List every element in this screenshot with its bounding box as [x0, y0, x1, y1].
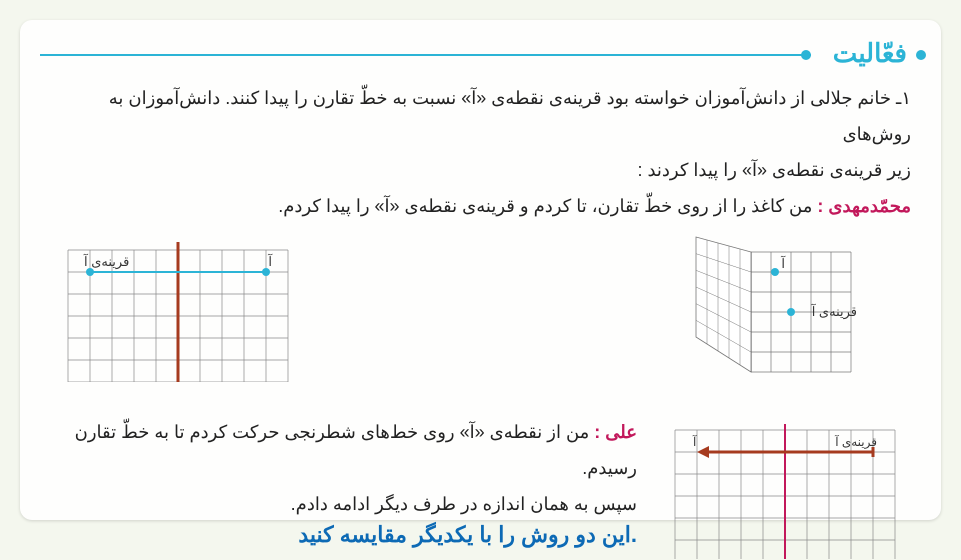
content-body: ۱ـ خانم جلالی از دانش‌آموزان خواسته بود …: [50, 80, 911, 500]
figure-arrow-grid: قرینه‌ی آ آ: [661, 414, 911, 559]
ali-line-2: سپس به همان اندازه در طرف دیگر ادامه داد…: [50, 486, 637, 522]
figure-symmetry-grid: آ قرینه‌ی آ: [50, 232, 310, 382]
mohammadmehdi-text: من کاغذ را از روی خطّ تقارن، تا کردم و ق…: [278, 196, 812, 216]
header-dot-right: [916, 50, 926, 60]
svg-text:آ: آ: [780, 255, 786, 271]
header-line: [40, 54, 811, 56]
svg-text:قرینه‌ی آ: قرینه‌ی آ: [83, 253, 129, 270]
ali-label: علی :: [589, 422, 637, 442]
page-card: فعّالیت ۱ـ خانم جلالی از دانش‌آموزان خوا…: [20, 20, 941, 520]
ali-text-block: علی : من از نقطه‌ی «آ» روی خط‌های شطرنجی…: [50, 414, 637, 548]
svg-text:قرینه‌ی آ: قرینه‌ی آ: [834, 434, 877, 449]
svg-text:قرینه‌ی آ: قرینه‌ی آ: [811, 303, 857, 320]
mohammadmehdi-label: محمّدمهدی :: [812, 196, 911, 216]
paragraph-1: ۱ـ خانم جلالی از دانش‌آموزان خواسته بود …: [50, 80, 911, 152]
bottom-row: علی : من از نقطه‌ی «آ» روی خط‌های شطرنجی…: [50, 414, 911, 559]
figures-row-1: آ قرینه‌ی آ آ قرینه‌ی آ: [50, 232, 911, 392]
figure-folded-paper: آ قرینه‌ی آ: [681, 232, 911, 392]
compare-question: .این دو روش را با یکدیگر مقایسه کنید: [50, 522, 637, 548]
svg-text:آ: آ: [267, 253, 273, 269]
ali-line-1: علی : من از نقطه‌ی «آ» روی خط‌های شطرنجی…: [50, 414, 637, 486]
activity-title: فعّالیت: [833, 38, 907, 69]
svg-text:آ: آ: [692, 434, 697, 449]
mohammadmehdi-line: محمّدمهدی : من کاغذ را از روی خطّ تقارن،…: [50, 188, 911, 224]
paragraph-1b: زیر قرینه‌ی نقطه‌ی «آ» را پیدا کردند :: [50, 152, 911, 188]
ali-text-1: من از نقطه‌ی «آ» روی خط‌های شطرنجی حرکت …: [75, 422, 637, 478]
